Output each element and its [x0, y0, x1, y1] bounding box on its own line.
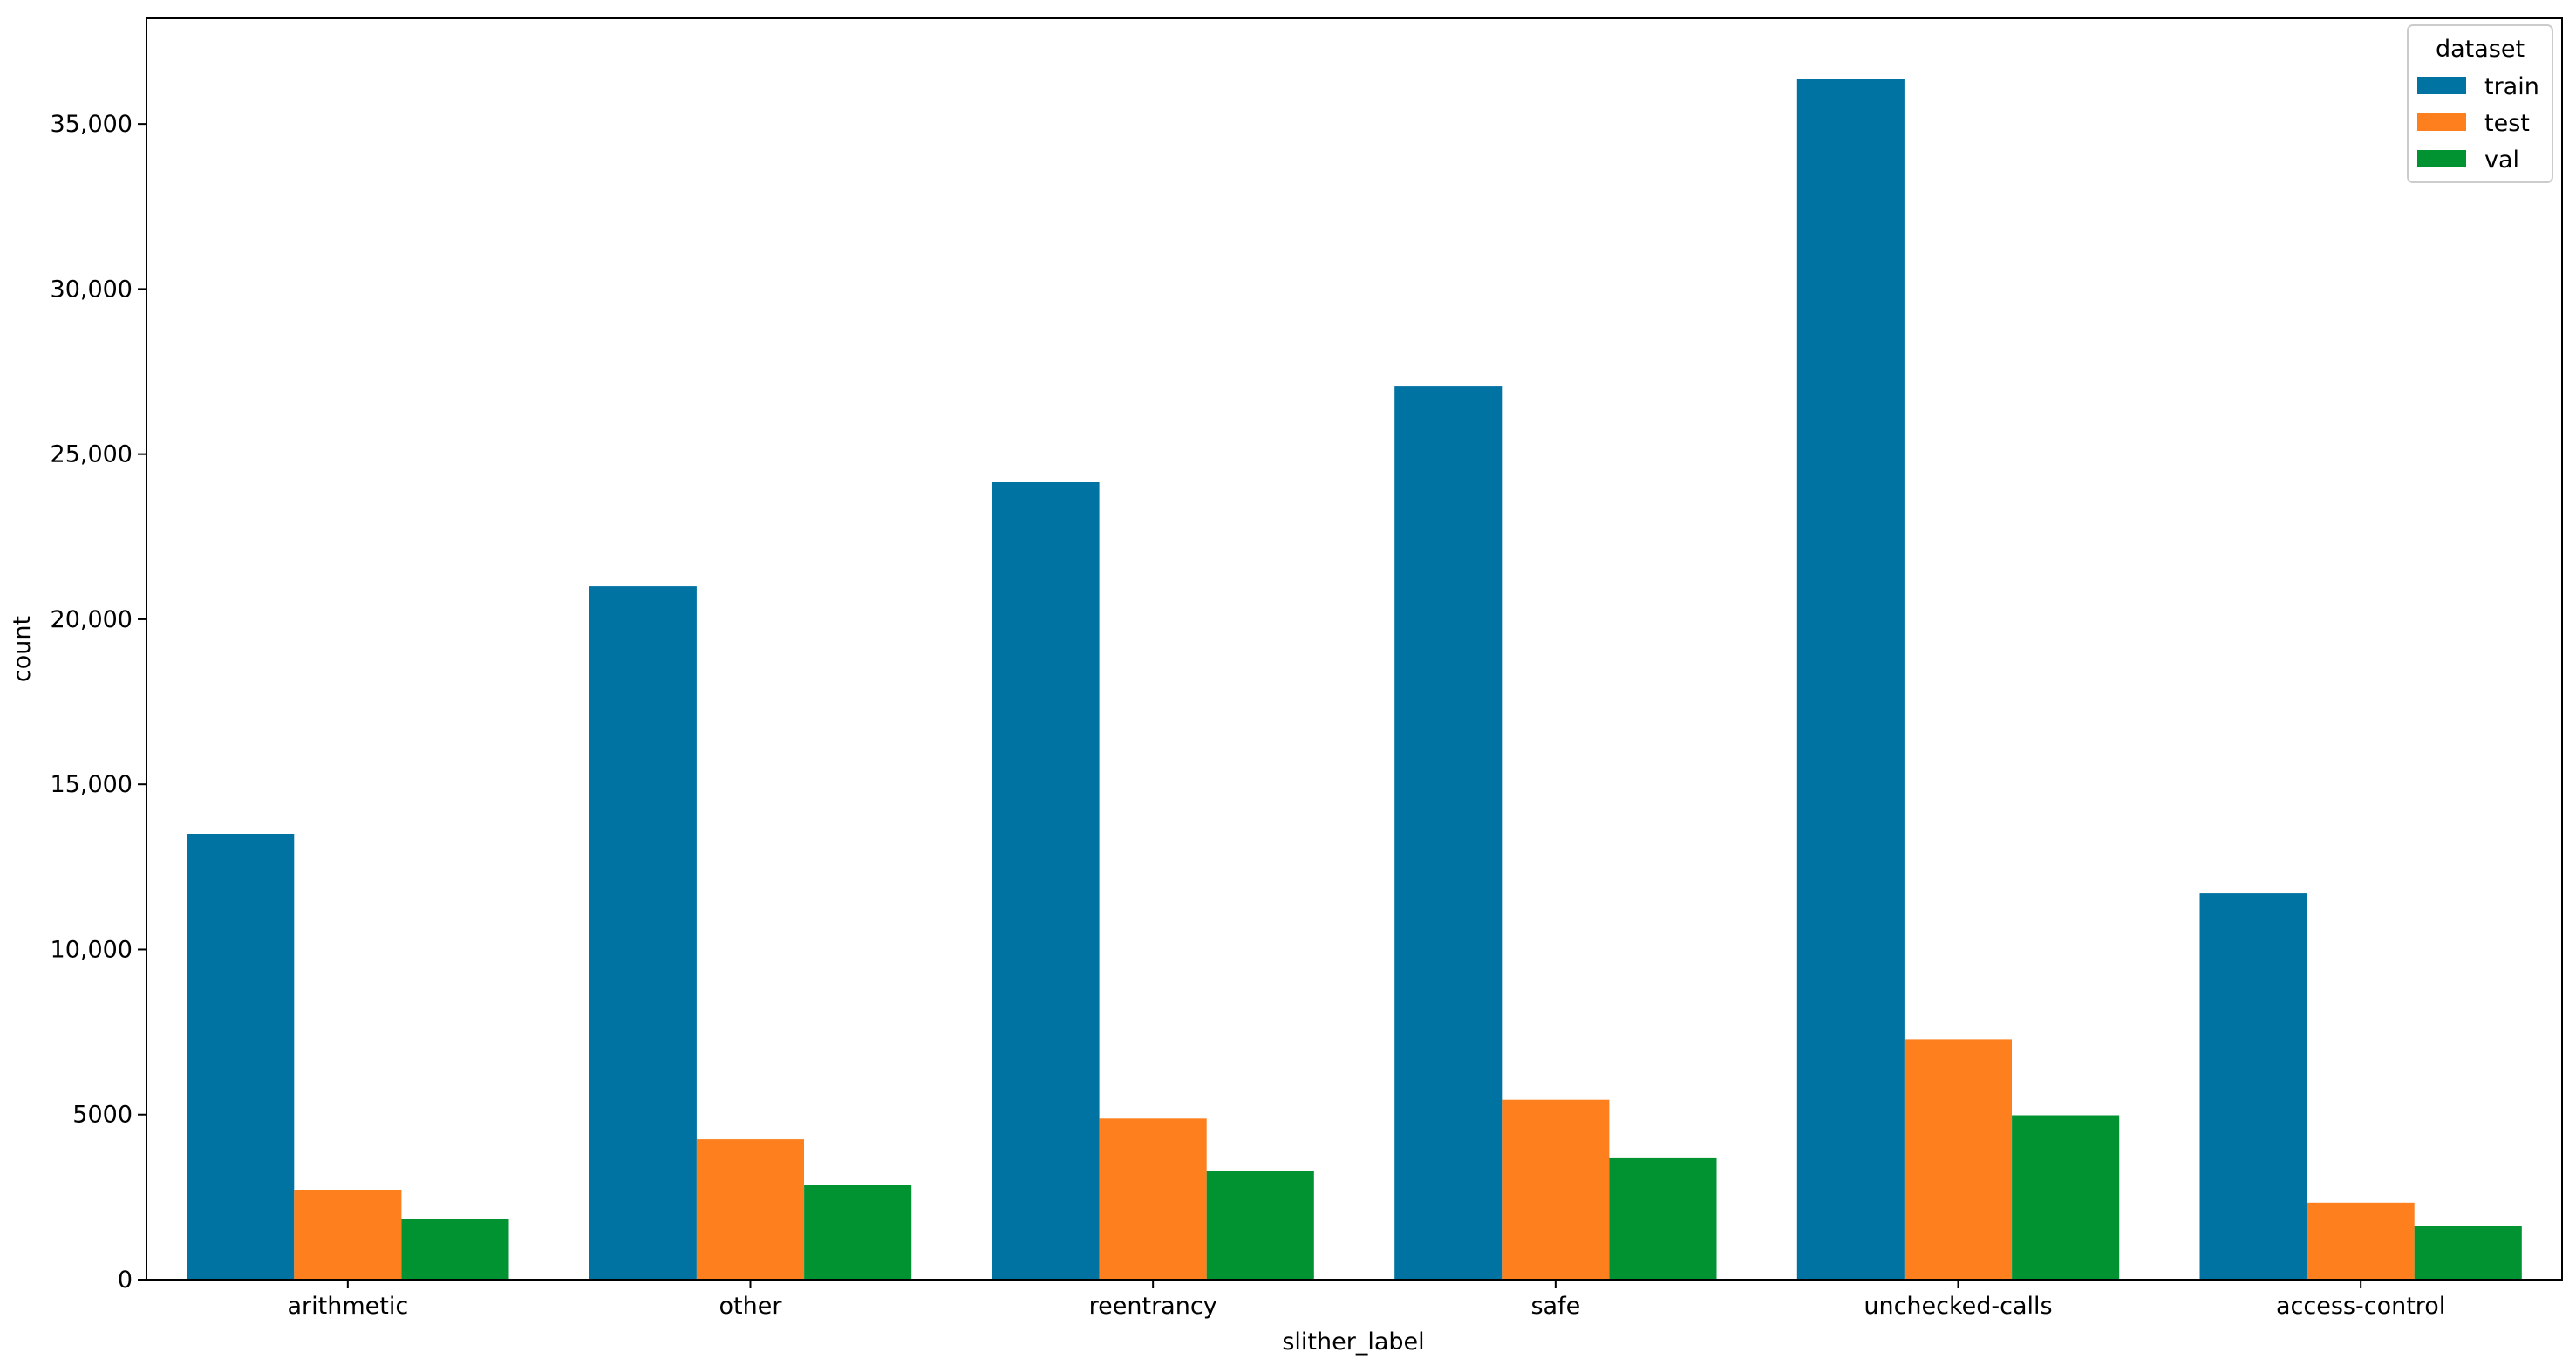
legend-swatch-test — [2417, 113, 2466, 131]
legend: dataset train test val — [2407, 24, 2553, 183]
y-tick-label: 25,000 — [51, 441, 133, 468]
bar-train-safe — [1394, 386, 1503, 1281]
bars-group — [187, 79, 2522, 1281]
x-axis-ticks: arithmetic other reentrancy safe unchecked-c… — [287, 1280, 2445, 1320]
bar-val-other — [804, 1185, 912, 1280]
y-tick-label: 10,000 — [51, 936, 133, 963]
bar-val-safe — [1609, 1157, 1717, 1280]
bar-test-unchecked-calls — [1904, 1039, 2012, 1280]
x-tick-label-access-control: access-control — [2276, 1293, 2445, 1320]
bar-test-access-control — [2307, 1202, 2415, 1280]
y-tick-label: 0 — [118, 1267, 133, 1294]
x-axis-label: slither_label — [1282, 1328, 1424, 1356]
x-tick-label-arithmetic: arithmetic — [287, 1293, 408, 1320]
bar-val-arithmetic — [401, 1219, 509, 1280]
legend-label-val: val — [2484, 147, 2519, 174]
legend-title: dataset — [2436, 36, 2525, 63]
bar-test-arithmetic — [294, 1190, 402, 1280]
y-axis-ticks: 0 5000 10,000 15,000 20,000 25,000 30,000 35,00… — [51, 111, 147, 1294]
legend-label-train: train — [2484, 73, 2539, 100]
bar-train-access-control — [2199, 893, 2307, 1280]
plot-frame — [146, 17, 2563, 1281]
bar-test-safe — [1502, 1099, 1610, 1280]
bar-train-unchecked-calls — [1796, 79, 1905, 1280]
y-tick-label: 5000 — [72, 1102, 133, 1129]
x-tick-label-unchecked-calls: unchecked-calls — [1864, 1293, 2052, 1320]
y-tick-label: 15,000 — [51, 771, 133, 798]
x-tick-label-other: other — [719, 1293, 783, 1320]
x-tick-label-reentrancy: reentrancy — [1089, 1293, 1217, 1320]
bar-test-other — [696, 1139, 804, 1280]
bar-val-reentrancy — [1206, 1171, 1314, 1280]
bar-train-reentrancy — [992, 482, 1100, 1280]
bar-train-arithmetic — [187, 834, 295, 1280]
bar-train-other — [589, 586, 697, 1280]
y-tick-label: 20,000 — [51, 606, 133, 633]
bar-test-reentrancy — [1099, 1118, 1207, 1280]
x-tick-label-safe: safe — [1530, 1293, 1580, 1320]
legend-swatch-val — [2417, 150, 2466, 167]
legend-box — [2407, 24, 2553, 183]
bar-val-unchecked-calls — [2012, 1115, 2120, 1280]
legend-label-test: test — [2484, 110, 2530, 137]
y-axis-label: count — [9, 616, 36, 682]
y-tick-label: 30,000 — [51, 276, 133, 303]
y-tick-label: 35,000 — [51, 111, 133, 138]
bar-val-access-control — [2414, 1226, 2522, 1280]
legend-swatch-train — [2417, 77, 2466, 94]
